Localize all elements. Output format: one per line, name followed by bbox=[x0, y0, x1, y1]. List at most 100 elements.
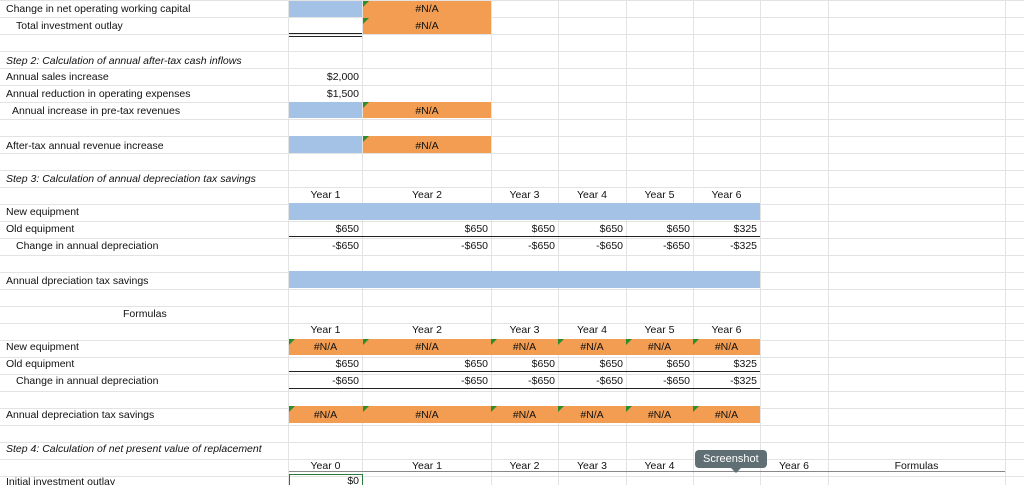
year-header: Year 4 bbox=[644, 460, 675, 472]
cell-na: #N/A bbox=[415, 341, 439, 353]
input-cell-blue[interactable] bbox=[289, 1, 362, 17]
cell-value: -$650 bbox=[461, 375, 488, 387]
year-header: Year 6 bbox=[711, 189, 742, 201]
cell-value: -$650 bbox=[528, 375, 555, 387]
input-cell-blue[interactable] bbox=[289, 136, 362, 153]
cell-na: #N/A bbox=[580, 341, 604, 353]
cell-value: $325 bbox=[733, 223, 757, 235]
error-marker bbox=[289, 339, 295, 345]
input-row-blue[interactable] bbox=[289, 203, 760, 220]
year-header: Year 2 bbox=[412, 324, 442, 336]
formula-row-orange[interactable] bbox=[289, 406, 760, 423]
selected-cell[interactable] bbox=[289, 474, 363, 485]
cell-na: #N/A bbox=[512, 409, 537, 421]
col-line bbox=[288, 0, 289, 485]
cell-value: $650 bbox=[666, 223, 690, 235]
error-marker bbox=[558, 339, 564, 345]
year-header: Year 2 bbox=[509, 460, 540, 472]
cell-value: $650 bbox=[599, 223, 623, 235]
cell-value: -$650 bbox=[596, 240, 623, 252]
cell-na: #N/A bbox=[647, 341, 672, 353]
row-line bbox=[0, 425, 1024, 426]
row-line bbox=[0, 119, 1024, 120]
error-marker bbox=[626, 339, 632, 345]
row-underline bbox=[289, 471, 1005, 472]
row-line bbox=[0, 374, 1024, 375]
cell-na: #N/A bbox=[415, 20, 439, 32]
year-header: Year 1 bbox=[310, 324, 341, 336]
row-line bbox=[0, 221, 1024, 222]
formula-cell-orange[interactable] bbox=[363, 1, 491, 34]
cell-value: $650 bbox=[464, 223, 488, 235]
label-annual-sales: Annual sales increase bbox=[6, 71, 109, 83]
col-line bbox=[491, 0, 492, 485]
label-new-equipment: New equipment bbox=[6, 206, 79, 218]
error-marker bbox=[693, 406, 699, 412]
year-header: Year 2 bbox=[412, 189, 442, 201]
label-initial-outlay: Initial investment outlay bbox=[6, 476, 116, 485]
cell-na: #N/A bbox=[714, 409, 739, 421]
input-cell-blue[interactable] bbox=[289, 102, 362, 118]
label-change-nwc: Change in net operating working capital bbox=[6, 3, 191, 15]
error-marker bbox=[491, 406, 497, 412]
label-total-investment: Total investment outlay bbox=[16, 20, 123, 32]
heading-formulas: Formulas bbox=[123, 308, 167, 320]
heading-step2: Step 2: Calculation of annual after-tax … bbox=[6, 55, 242, 67]
heading-step3: Step 3: Calculation of annual depreciati… bbox=[6, 173, 256, 185]
row-line bbox=[0, 289, 1024, 290]
cell-value: -$650 bbox=[332, 240, 359, 252]
cell-na: #N/A bbox=[512, 341, 537, 353]
col-line bbox=[693, 0, 694, 485]
row-underline bbox=[289, 388, 760, 389]
label-annual-pretax: Annual increase in pre-tax revenues bbox=[12, 105, 181, 117]
total-underline bbox=[289, 33, 362, 34]
cell-na: #N/A bbox=[580, 409, 604, 421]
row-line bbox=[0, 459, 1024, 460]
input-row-blue[interactable] bbox=[289, 271, 760, 288]
label-new-equipment-2: New equipment bbox=[6, 341, 79, 353]
year-header: Year 0 bbox=[310, 460, 341, 472]
col-line bbox=[760, 0, 761, 485]
row-line bbox=[0, 0, 1024, 1]
cell-value: $650 bbox=[531, 223, 555, 235]
year-header: Year 5 bbox=[644, 324, 675, 336]
error-marker bbox=[363, 136, 369, 142]
cell-na: #N/A bbox=[647, 409, 672, 421]
year-header: Year 1 bbox=[412, 460, 442, 472]
formula-cell-orange[interactable] bbox=[363, 102, 491, 118]
label-depreciation-tax-savings: Annual dpreciation tax savings bbox=[6, 275, 149, 287]
cell-zero: $0 bbox=[347, 475, 359, 485]
year-header: Year 6 bbox=[711, 324, 742, 336]
cell-value: $650 bbox=[335, 223, 359, 235]
row-line bbox=[0, 476, 1024, 477]
year-header: Year 6 bbox=[779, 460, 809, 472]
row-line bbox=[0, 153, 1024, 154]
error-marker bbox=[626, 406, 632, 412]
year-header: Year 3 bbox=[577, 460, 607, 472]
cell-value: -$650 bbox=[663, 240, 690, 252]
formula-row-orange[interactable] bbox=[289, 339, 760, 355]
row-line bbox=[0, 68, 1024, 69]
row-line bbox=[0, 17, 1024, 18]
row-line bbox=[0, 51, 1024, 52]
label-old-equipment-2: Old equipment bbox=[6, 358, 75, 370]
label-change-depreciation: Change in annual depreciation bbox=[16, 240, 159, 252]
error-marker bbox=[289, 406, 295, 412]
row-line bbox=[0, 187, 1024, 188]
year-header: Year 4 bbox=[577, 189, 607, 201]
cell-na: #N/A bbox=[415, 409, 439, 421]
cell-value: -$325 bbox=[730, 375, 757, 387]
row-line bbox=[0, 85, 1024, 86]
cell-value: $650 bbox=[531, 358, 555, 370]
label-aftertax-revenue: After-tax annual revenue increase bbox=[6, 140, 164, 152]
cell-na: #N/A bbox=[313, 341, 338, 353]
label-old-equipment: Old equipment bbox=[6, 223, 75, 235]
year-header: Year 3 bbox=[509, 324, 540, 336]
row-line bbox=[0, 357, 1024, 358]
formula-cell-orange[interactable] bbox=[363, 136, 491, 153]
cell-value: -$325 bbox=[730, 240, 757, 252]
row-underline bbox=[289, 236, 760, 237]
row-line bbox=[0, 391, 1024, 392]
row-line bbox=[0, 238, 1024, 239]
